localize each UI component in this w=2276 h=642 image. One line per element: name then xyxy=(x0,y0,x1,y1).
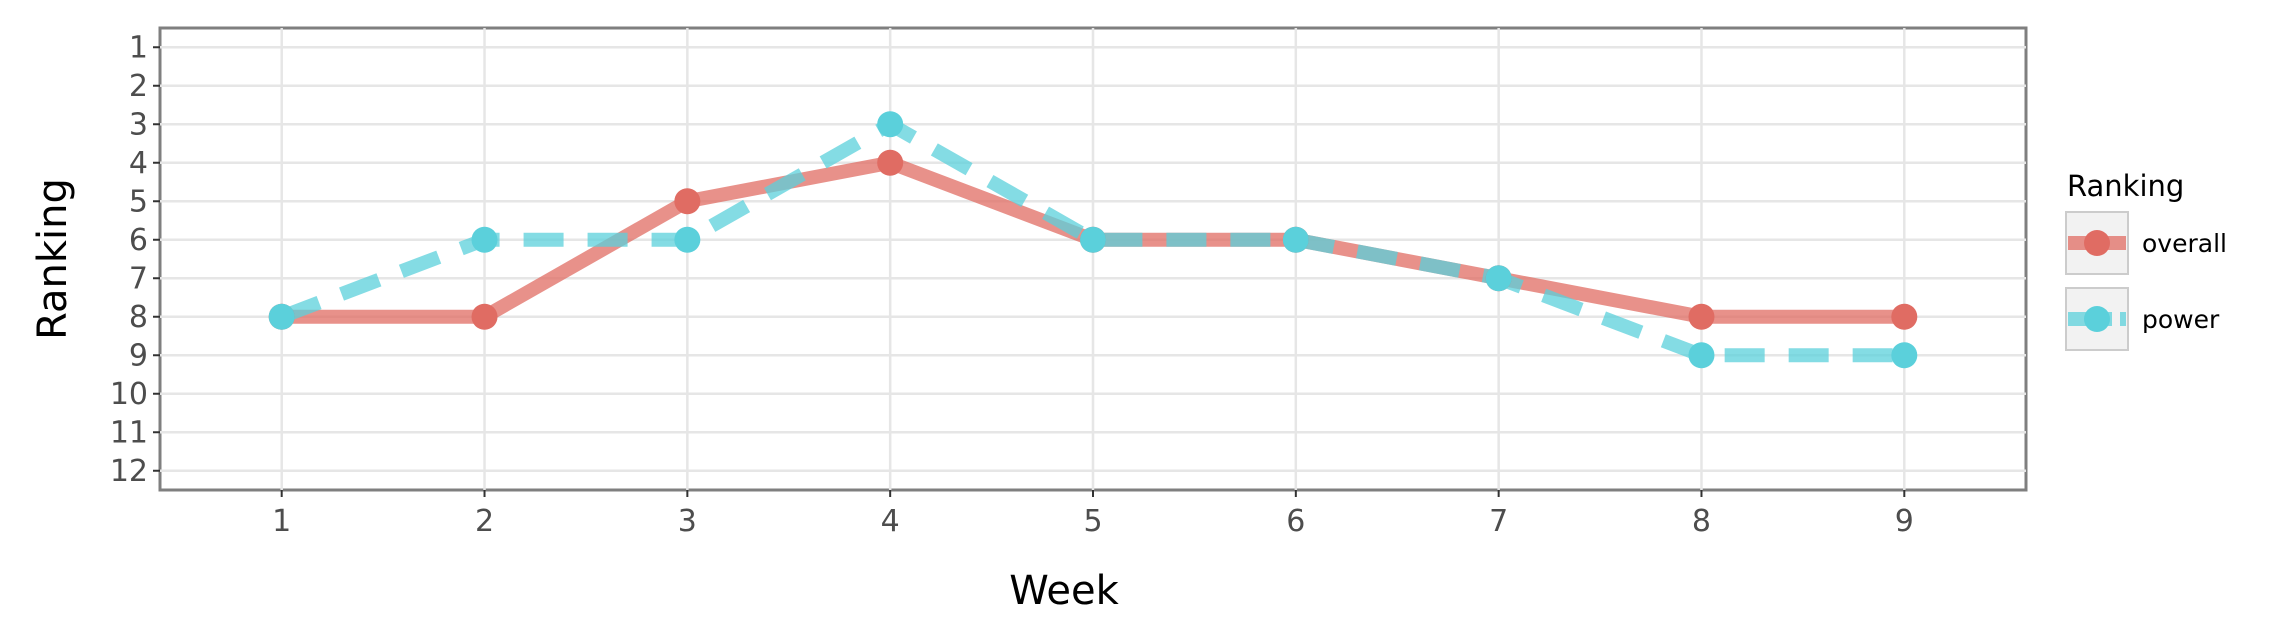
data-point-power xyxy=(1485,265,1512,292)
data-point-power xyxy=(1688,342,1715,369)
data-point-power xyxy=(471,226,498,253)
series-line-power xyxy=(279,117,1905,363)
data-point-overall xyxy=(877,149,904,176)
y-tick-label: 5 xyxy=(129,184,148,219)
legend: Ranking overall power xyxy=(2065,169,2227,351)
data-point-overall xyxy=(1891,303,1918,330)
y-tick-label: 9 xyxy=(129,338,148,373)
data-point-overall xyxy=(1688,303,1715,330)
y-tick-label: 12 xyxy=(110,454,148,489)
x-tick-label: 9 xyxy=(1895,504,1914,539)
x-axis: 1 2 3 4 5 6 7 8 9 xyxy=(272,490,1914,539)
y-tick-label: 8 xyxy=(129,300,148,335)
data-point-power xyxy=(674,226,701,253)
y-tick-label: 11 xyxy=(110,415,148,450)
x-tick-label: 8 xyxy=(1692,504,1711,539)
y-tick-label: 4 xyxy=(129,146,148,181)
legend-item-overall: overall xyxy=(2065,211,2227,275)
x-tick-label: 3 xyxy=(678,504,697,539)
y-tick-label: 7 xyxy=(129,261,148,296)
legend-key-marker xyxy=(2084,230,2110,256)
y-tick-label: 1 xyxy=(129,30,148,65)
data-point-power xyxy=(877,111,904,138)
legend-title: Ranking xyxy=(2067,169,2184,203)
y-tick-label: 3 xyxy=(129,107,148,142)
y-tick-label: 2 xyxy=(129,69,148,104)
y-tick-label: 10 xyxy=(110,377,148,412)
data-point-overall xyxy=(471,303,498,330)
data-point-power xyxy=(268,303,295,330)
x-tick-label: 2 xyxy=(475,504,494,539)
legend-key-marker xyxy=(2084,306,2110,332)
x-axis-title: Week xyxy=(1009,568,1119,614)
x-tick-label: 4 xyxy=(881,504,900,539)
grid-lines xyxy=(160,28,2026,490)
x-tick-label: 5 xyxy=(1083,504,1102,539)
x-tick-label: 6 xyxy=(1286,504,1305,539)
legend-label: power xyxy=(2142,305,2220,334)
y-tick-label: 6 xyxy=(129,223,148,258)
series-layer xyxy=(268,111,1918,369)
y-axis-title: Ranking xyxy=(30,178,76,340)
data-point-power xyxy=(1080,226,1106,253)
x-tick-label: 1 xyxy=(272,504,291,539)
data-point-overall xyxy=(674,188,701,215)
data-point-power xyxy=(1282,226,1309,253)
data-point-power xyxy=(1891,342,1918,369)
legend-item-power: power xyxy=(2065,287,2220,351)
legend-label: overall xyxy=(2142,229,2227,258)
x-tick-label: 7 xyxy=(1489,504,1508,539)
